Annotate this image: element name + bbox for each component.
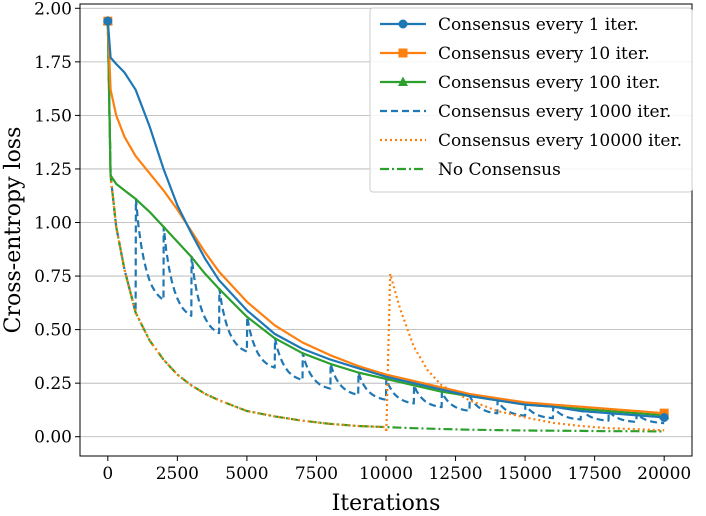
x-tick-label: 10000 <box>359 464 413 484</box>
y-tick-label: 0.50 <box>34 321 72 341</box>
legend-marker <box>398 19 408 29</box>
x-tick-label: 7500 <box>295 464 338 484</box>
x-tick-label: 2500 <box>156 464 199 484</box>
y-tick-label: 1.00 <box>34 214 72 234</box>
x-tick-label: 17500 <box>568 464 622 484</box>
x-tick-label: 5000 <box>225 464 268 484</box>
series-marker <box>103 16 113 26</box>
legend: Consensus every 1 iter. Consensus every 1… <box>369 7 693 193</box>
legend-box <box>369 7 693 193</box>
legend-label: Consensus every 1000 iter. <box>438 102 671 122</box>
series-line <box>106 21 665 434</box>
x-tick-label: 15000 <box>498 464 552 484</box>
legend-label: Consensus every 10 iter. <box>438 44 650 64</box>
series-line <box>106 21 665 425</box>
y-axis-ticks: 0.00 0.25 0.50 0.75 1.00 1.25 1.50 1.75 2.00 <box>34 0 80 448</box>
legend-item: Consensus every 10 iter. <box>380 44 650 64</box>
legend-label: Consensus every 10000 iter. <box>438 131 682 151</box>
legend-item: No Consensus <box>380 160 561 180</box>
x-tick-label: 0 <box>102 464 113 484</box>
y-tick-label: 0.00 <box>34 428 72 448</box>
x-axis-ticks: 0 2500 5000 7500 10000 12500 15000 17500 20000 <box>102 456 691 484</box>
legend-marker <box>398 76 408 86</box>
series-lines <box>102 15 670 434</box>
y-axis-label: Cross-entropy loss <box>1 127 26 334</box>
y-tick-label: 0.25 <box>34 374 72 394</box>
legend-label: Consensus every 1 iter. <box>438 15 639 35</box>
legend-item: Consensus every 10000 iter. <box>380 131 682 151</box>
legend-item: Consensus every 100 iter. <box>380 73 660 93</box>
legend-label: Consensus every 100 iter. <box>438 73 660 93</box>
series-line <box>106 21 665 419</box>
legend-label: No Consensus <box>438 160 561 180</box>
legend-item: Consensus every 1 iter. <box>380 15 639 35</box>
series-marker <box>659 412 669 422</box>
y-tick-label: 1.25 <box>34 160 72 180</box>
legend-marker <box>398 48 408 58</box>
y-tick-label: 2.00 <box>34 0 72 19</box>
x-tick-label: 12500 <box>428 464 482 484</box>
x-axis-label: Iterations <box>332 491 441 516</box>
y-tick-label: 0.75 <box>34 267 72 287</box>
y-tick-label: 1.50 <box>34 106 72 126</box>
series-line <box>106 21 665 415</box>
legend-item: Consensus every 1000 iter. <box>380 102 671 122</box>
x-tick-label: 20000 <box>637 464 691 484</box>
y-tick-label: 1.75 <box>34 53 72 73</box>
